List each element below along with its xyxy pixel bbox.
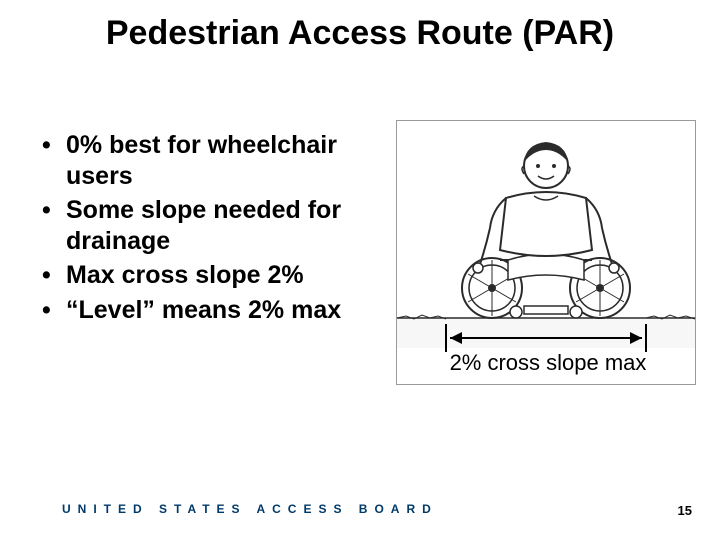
- bullet-item: 0% best for wheelchair users: [40, 130, 380, 191]
- bullet-item: Max cross slope 2%: [40, 260, 380, 291]
- figure-caption: 2% cross slope max: [418, 350, 678, 376]
- wheelchair-illustration-svg: [396, 120, 696, 385]
- bullet-item: “Level” means 2% max: [40, 295, 380, 326]
- page-number: 15: [678, 503, 692, 518]
- figure-wheelchair-user: [396, 120, 696, 385]
- bullet-list: 0% best for wheelchair users Some slope …: [40, 130, 380, 329]
- slide-title: Pedestrian Access Route (PAR): [0, 14, 720, 53]
- footer-org: UNITED STATES ACCESS BOARD: [62, 502, 438, 516]
- slide: Pedestrian Access Route (PAR) 0% best fo…: [0, 0, 720, 540]
- bullet-item: Some slope needed for drainage: [40, 195, 380, 256]
